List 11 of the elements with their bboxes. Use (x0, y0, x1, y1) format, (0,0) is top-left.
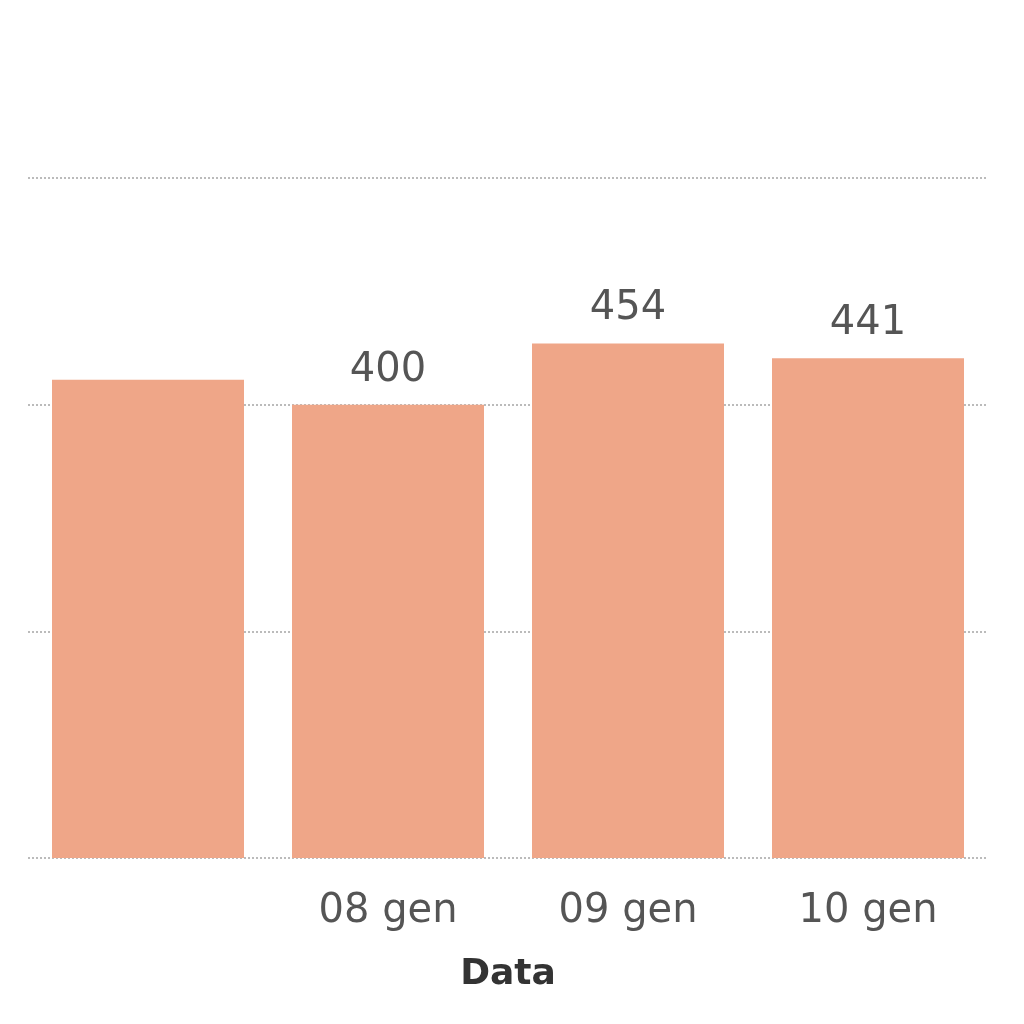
bar (52, 379, 244, 858)
data-label: 454 (589, 282, 667, 329)
bar (772, 358, 964, 858)
x-tick-label: 10 gen (798, 885, 938, 931)
data-label: 400 (349, 343, 427, 390)
bar (292, 404, 484, 858)
data-label: 441 (829, 297, 907, 344)
x-tick-label: 09 gen (558, 885, 698, 931)
bar (532, 343, 724, 858)
x-axis-title: Data (460, 950, 556, 992)
x-tick-label: 08 gen (318, 885, 458, 931)
